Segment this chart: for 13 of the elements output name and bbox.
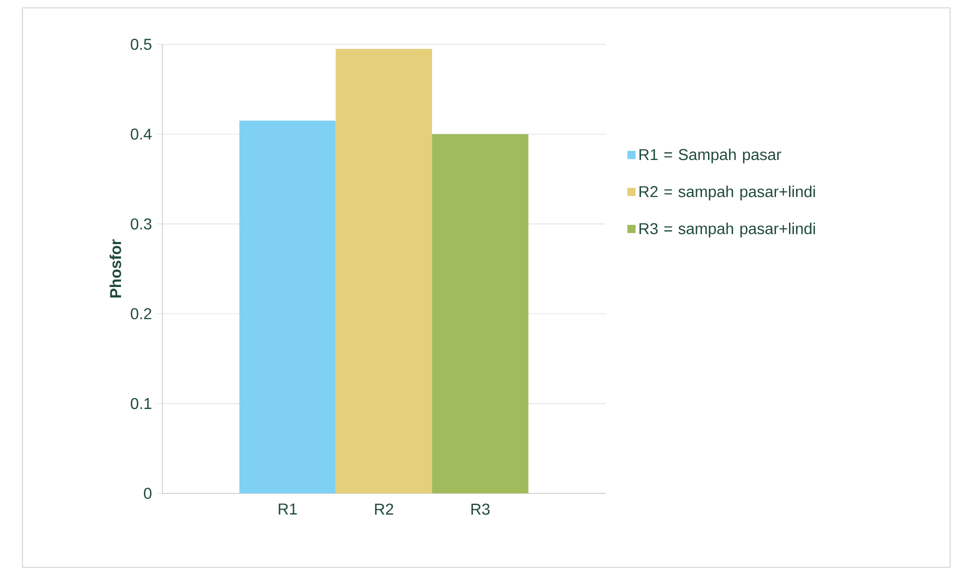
x-tick-label: R1	[278, 504, 297, 514]
y-tick-label: 0.3	[130, 218, 152, 230]
y-tick-label: 0	[144, 488, 152, 499]
x-tick-label: R3	[471, 504, 490, 515]
y-tick-label: 0.4	[130, 128, 152, 140]
legend-label: R2 = sampah pasar+lindi	[640, 186, 815, 200]
y-tick-label: 0.5	[130, 38, 152, 50]
y-axis-title: Phosfor	[110, 239, 122, 298]
y-tick-label: 0.2	[130, 308, 152, 320]
y-tick-label: 0.1	[130, 398, 152, 410]
x-tick-label: R2	[375, 504, 394, 515]
legend-label: R1 = Sampah pasar	[640, 148, 782, 164]
legend-label: R3 = sampah pasar+lindi	[640, 222, 815, 238]
